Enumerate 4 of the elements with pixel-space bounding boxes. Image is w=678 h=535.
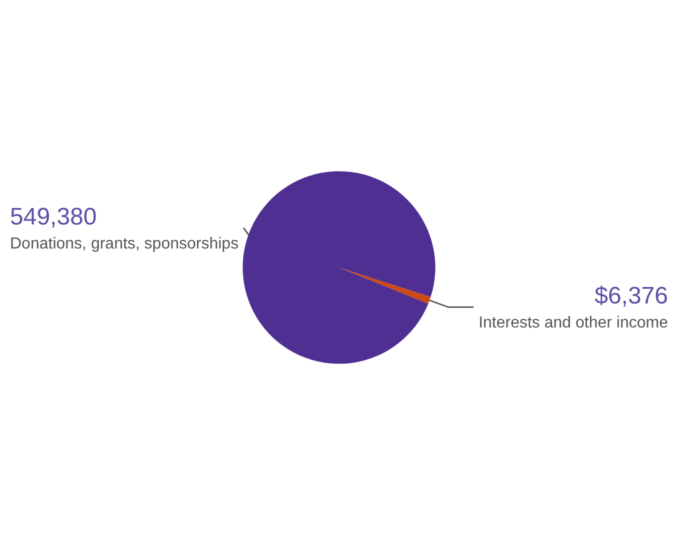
data-label: $6,376 — [594, 282, 668, 310]
slice-label: Donations, grants, sponsorships — [10, 235, 239, 252]
slice-label: Interests and other income — [478, 314, 668, 332]
data-label: 549,380 — [10, 203, 97, 230]
